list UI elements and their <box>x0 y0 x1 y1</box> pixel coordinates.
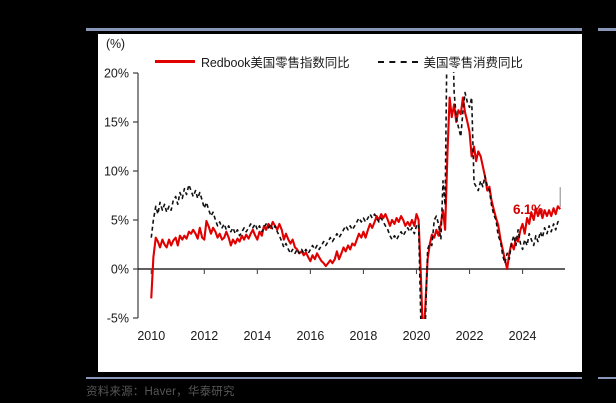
legend-dashed-line-icon <box>377 60 418 63</box>
chart-card: (%) Redbook美国零售指数同比 美国零售消费同比 20% 15% 10% 5%… <box>98 34 582 372</box>
source-note: 资料来源：Haver，华泰研究 <box>86 386 235 398</box>
series-line-1 <box>150 72 561 319</box>
chart-plot-area: 20% 15% 10% 5% 0% -5% 2010 2012 2014 2016 2018 2020… <box>104 67 565 343</box>
series-line-0 <box>150 96 562 319</box>
x-tick-label: 2020 <box>403 329 431 343</box>
x-tick-label: 2010 <box>137 329 165 343</box>
y-tick-label: 5% <box>111 214 129 228</box>
y-tick-label: -5% <box>107 312 129 326</box>
legend-item-retail-consumption[interactable]: 美国零售消费同比 <box>377 52 523 71</box>
footer-divider-rule <box>86 377 582 379</box>
x-tick-label: 2022 <box>456 329 484 343</box>
x-tick-label: 2018 <box>350 329 378 343</box>
x-tick-label: 2012 <box>190 329 218 343</box>
x-tick-label: 2016 <box>296 329 324 343</box>
y-tick-label: 10% <box>104 165 129 179</box>
legend-label-redbook: Redbook美国零售指数同比 <box>201 56 350 70</box>
legend-label-retail-consumption: 美国零售消费同比 <box>423 56 523 70</box>
x-tick-label: 2014 <box>243 329 271 343</box>
legend-item-redbook[interactable]: Redbook美国零售指数同比 <box>155 52 350 71</box>
footer-divider-rule-right <box>598 377 616 379</box>
y-tick-label: 15% <box>104 116 129 130</box>
legend-solid-line-icon <box>155 60 195 63</box>
y-axis-unit-label: (%) <box>106 37 125 51</box>
chart-legend: Redbook美国零售指数同比 美国零售消费同比 <box>155 52 523 71</box>
top-divider-rule <box>86 28 582 31</box>
x-tick-label: 2024 <box>509 329 537 343</box>
y-tick-label: 20% <box>104 67 129 81</box>
top-divider-rule-right <box>598 28 616 31</box>
last-value-annotation: 6.1% <box>513 202 543 217</box>
y-tick-label: 0% <box>111 263 129 277</box>
